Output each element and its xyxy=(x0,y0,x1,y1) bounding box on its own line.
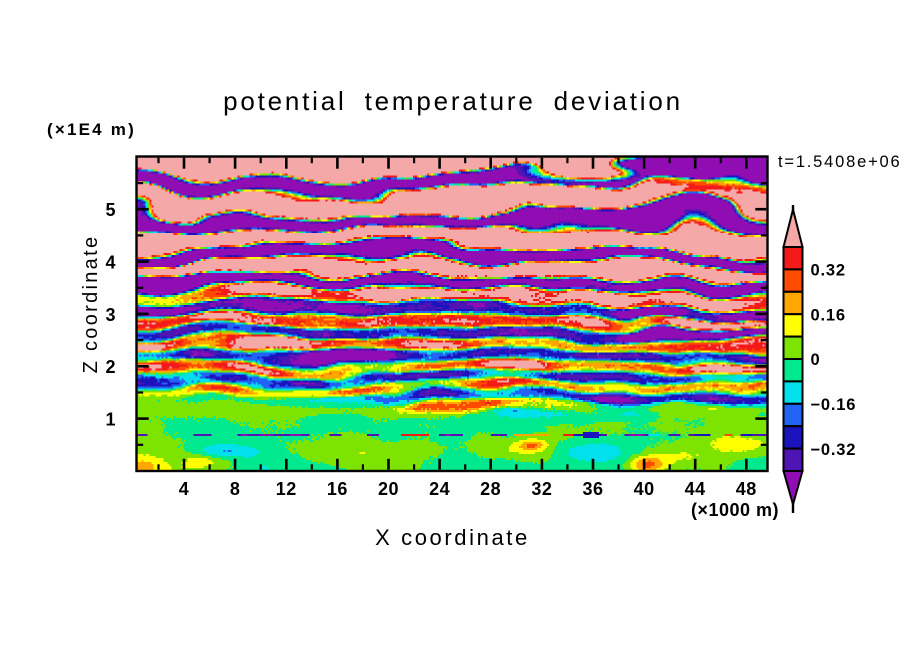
svg-text:4: 4 xyxy=(105,252,116,272)
svg-text:16: 16 xyxy=(327,479,348,499)
svg-text:0: 0 xyxy=(811,351,821,369)
svg-text:28: 28 xyxy=(480,479,501,499)
svg-text:12: 12 xyxy=(276,479,297,499)
svg-text:1: 1 xyxy=(105,409,116,429)
svg-text:(×1E4 m): (×1E4 m) xyxy=(47,120,136,139)
svg-text:potential temperature deviatio: potential temperature deviation xyxy=(223,86,683,116)
svg-text:36: 36 xyxy=(582,479,603,499)
svg-text:(×1000 m): (×1000 m) xyxy=(691,500,779,520)
svg-text:t=1.5408e+06: t=1.5408e+06 xyxy=(778,153,901,171)
svg-text:2: 2 xyxy=(105,357,116,377)
svg-text:X coordinate: X coordinate xyxy=(375,525,530,550)
svg-text:−0.16: −0.16 xyxy=(811,396,857,414)
svg-text:32: 32 xyxy=(531,479,552,499)
svg-text:44: 44 xyxy=(685,479,706,499)
svg-text:Z coordinate: Z coordinate xyxy=(80,235,102,374)
svg-text:40: 40 xyxy=(634,479,655,499)
svg-text:24: 24 xyxy=(429,479,450,499)
svg-text:20: 20 xyxy=(378,479,399,499)
svg-text:48: 48 xyxy=(736,479,757,499)
svg-text:8: 8 xyxy=(230,479,241,499)
svg-text:−0.32: −0.32 xyxy=(811,441,857,459)
svg-text:0.32: 0.32 xyxy=(811,262,846,280)
svg-text:4: 4 xyxy=(179,479,190,499)
svg-text:0.16: 0.16 xyxy=(811,306,846,324)
svg-text:5: 5 xyxy=(105,200,116,220)
svg-text:3: 3 xyxy=(105,305,116,325)
